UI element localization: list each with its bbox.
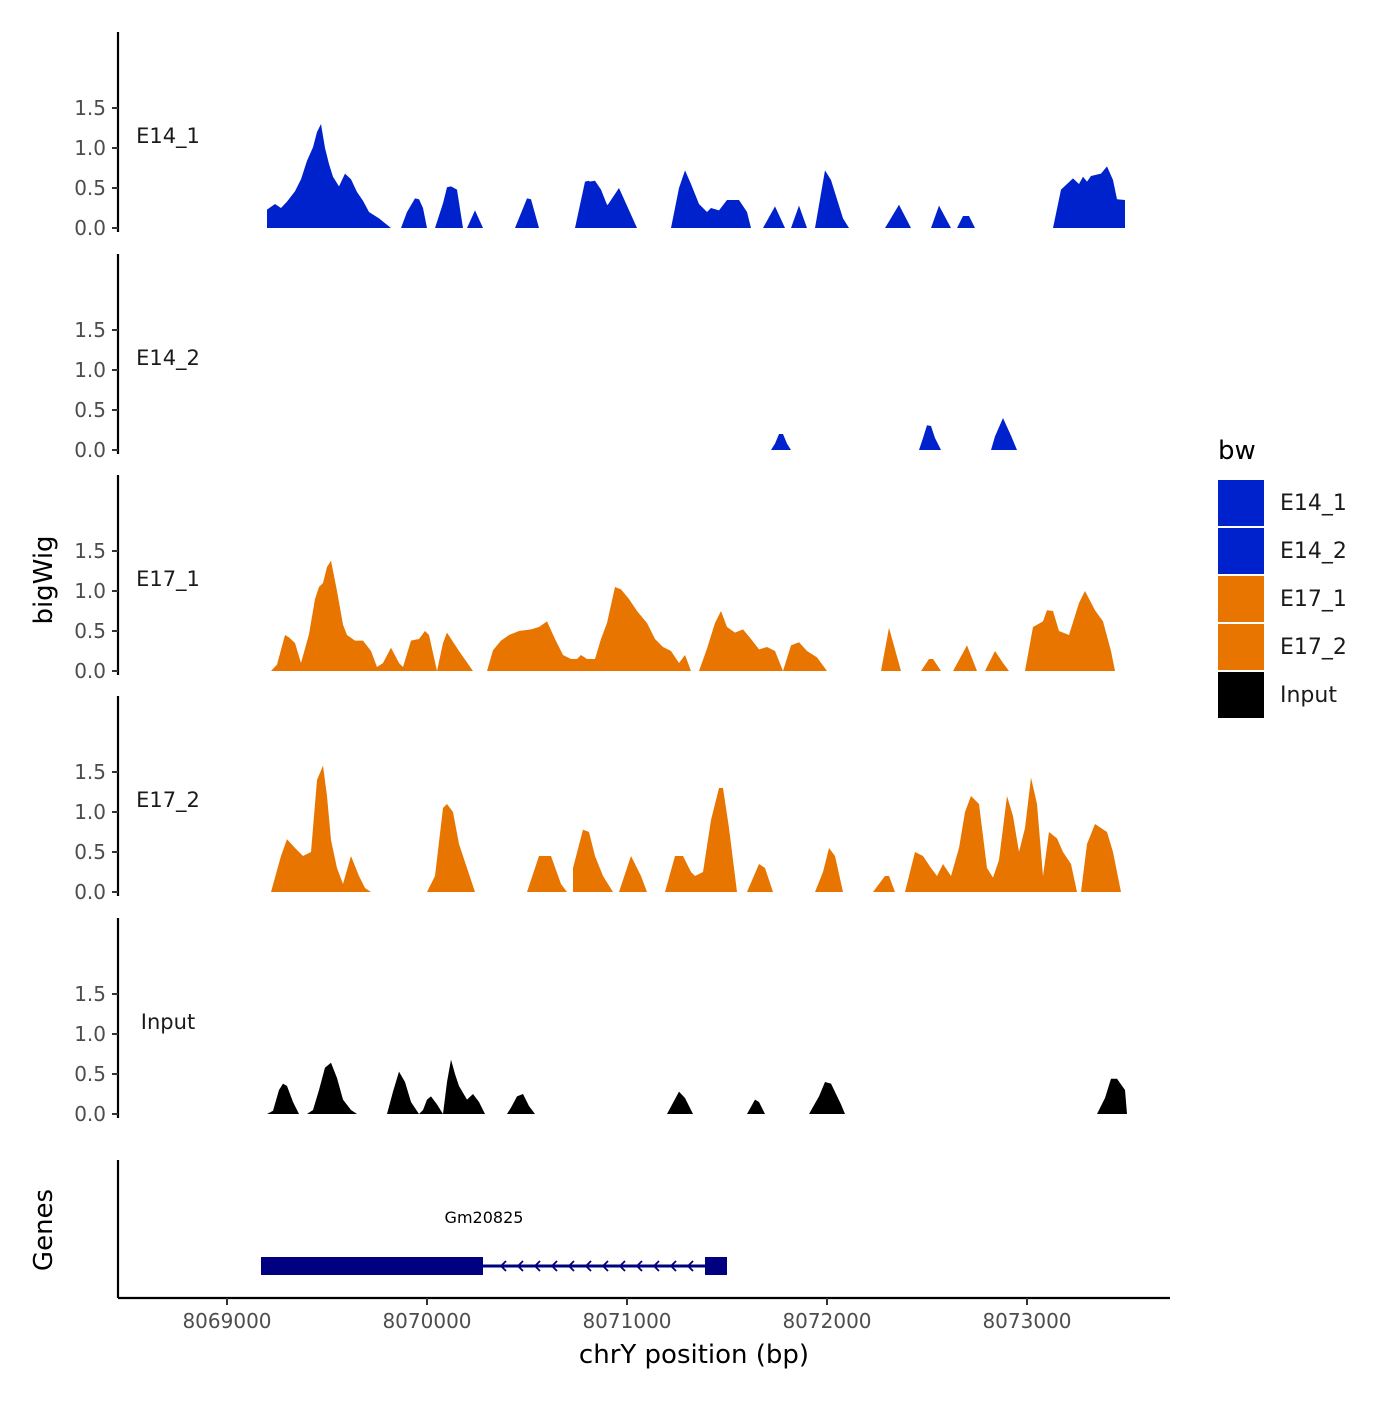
signal-area-e14_2 bbox=[771, 418, 1017, 450]
legend-key-e17_2 bbox=[1218, 624, 1264, 670]
y-tick-label-e14_1: 0.5 bbox=[74, 176, 106, 200]
signal-area-extra-e17_2 bbox=[427, 777, 1121, 892]
strand-arrow-icon bbox=[652, 1260, 660, 1272]
legend-label-input: Input bbox=[1280, 683, 1337, 708]
y-tick-label-e17_1: 0.5 bbox=[74, 619, 106, 643]
y-tick-label-e17_1: 1.0 bbox=[74, 579, 106, 603]
y-tick-label-input: 0.0 bbox=[74, 1102, 106, 1126]
legend-key-input bbox=[1218, 672, 1264, 718]
y-tick-label-input: 1.5 bbox=[74, 982, 106, 1006]
legend-key-e17_1 bbox=[1218, 576, 1264, 622]
legend-title: bw bbox=[1218, 436, 1256, 466]
strand-arrow-icon bbox=[516, 1260, 524, 1272]
signal-area-extra-e17_1 bbox=[881, 591, 1115, 671]
y-tick-label-e14_2: 1.0 bbox=[74, 358, 106, 382]
strand-arrow-icon bbox=[533, 1260, 541, 1272]
track-label-input: Input bbox=[141, 1010, 195, 1034]
track-e14_1: 0.0 0.5 1.0 1.5 E14_1 bbox=[74, 32, 1125, 240]
legend-label-e17_1: E17_1 bbox=[1280, 587, 1347, 612]
signal-area-e17_2 bbox=[271, 765, 371, 892]
legend-key-e14_1 bbox=[1218, 480, 1264, 526]
y-tick-label-e14_1: 0.0 bbox=[74, 216, 106, 240]
x-axis-title: chrY position (bp) bbox=[579, 1340, 809, 1370]
y-tick-label-e14_2: 1.5 bbox=[74, 318, 106, 342]
y-tick-label-e17_1: 1.5 bbox=[74, 539, 106, 563]
x-tick-label: 8071000 bbox=[582, 1309, 671, 1333]
genes-axis-title: Genes bbox=[29, 1189, 59, 1271]
track-panels: 0.0 0.5 1.0 1.5 E14_1 0.0 0.5 1.0 1.5 E14_2 0.0 0.5… bbox=[74, 32, 1127, 1126]
y-tick-label-e17_2: 0.0 bbox=[74, 880, 106, 904]
strand-arrow-icon bbox=[635, 1260, 643, 1272]
strand-arrow-icon bbox=[499, 1260, 507, 1272]
strand-arrow-icon bbox=[601, 1260, 609, 1272]
y-tick-label-e14_1: 1.5 bbox=[74, 96, 106, 120]
legend-label-e14_1: E14_1 bbox=[1280, 491, 1347, 516]
genes-panel: Gm20825 bbox=[116, 1160, 727, 1298]
track-e17_2: 0.0 0.5 1.0 1.5 E17_2 bbox=[74, 696, 1121, 904]
x-axis: 8069000 8070000 8071000 8072000 8073000 bbox=[118, 1296, 1170, 1333]
track-e17_1: 0.0 0.5 1.0 1.5 E17_1 bbox=[74, 475, 1115, 683]
strand-arrow-icon bbox=[686, 1260, 694, 1272]
strand-arrow-icon bbox=[618, 1260, 626, 1272]
y-tick-label-e17_2: 1.0 bbox=[74, 800, 106, 824]
track-e14_2: 0.0 0.5 1.0 1.5 E14_2 bbox=[74, 254, 1017, 462]
track-label-e17_1: E17_1 bbox=[136, 567, 200, 592]
y-tick-label-e14_2: 0.0 bbox=[74, 438, 106, 462]
x-tick-label: 8070000 bbox=[382, 1309, 471, 1333]
track-label-e17_2: E17_2 bbox=[136, 788, 200, 813]
y-tick-label-e14_2: 0.5 bbox=[74, 398, 106, 422]
legend-key-e14_2 bbox=[1218, 528, 1264, 574]
y-tick-label-input: 1.0 bbox=[74, 1022, 106, 1046]
legend-label-e17_2: E17_2 bbox=[1280, 635, 1347, 660]
signal-area-input bbox=[267, 1059, 535, 1114]
x-tick-label: 8069000 bbox=[182, 1309, 271, 1333]
track-input: 0.0 0.5 1.0 1.5 Input bbox=[74, 918, 1127, 1126]
signal-area-e14_1 bbox=[267, 124, 623, 228]
strand-arrow-icon bbox=[567, 1260, 575, 1272]
strand-arrow-icon bbox=[550, 1260, 558, 1272]
y-tick-label-e14_1: 1.0 bbox=[74, 136, 106, 160]
y-tick-label-input: 0.5 bbox=[74, 1062, 106, 1086]
y-axis-title: bigWig bbox=[29, 535, 59, 624]
gene-exon-2 bbox=[705, 1257, 727, 1275]
strand-arrow-icon bbox=[669, 1260, 677, 1272]
gene-label: Gm20825 bbox=[445, 1208, 524, 1227]
y-tick-label-e17_2: 0.5 bbox=[74, 840, 106, 864]
y-tick-label-e17_2: 1.5 bbox=[74, 760, 106, 784]
signal-area-e17_1 bbox=[271, 560, 827, 671]
y-tick-label-e17_1: 0.0 bbox=[74, 659, 106, 683]
signal-area-extra-e14_1 bbox=[575, 166, 1125, 228]
x-tick-label: 8073000 bbox=[982, 1309, 1071, 1333]
gene-exon-1 bbox=[261, 1257, 483, 1275]
legend-label-e14_2: E14_2 bbox=[1280, 539, 1347, 564]
track-label-e14_1: E14_1 bbox=[136, 124, 200, 149]
legend: bw E14_1 E14_2 E17_1 E17_2 Input bbox=[1218, 436, 1347, 718]
x-tick-label: 8072000 bbox=[782, 1309, 871, 1333]
signal-area-extra-input bbox=[667, 1078, 1127, 1114]
track-label-e14_2: E14_2 bbox=[136, 346, 200, 371]
strand-arrow-icon bbox=[584, 1260, 592, 1272]
